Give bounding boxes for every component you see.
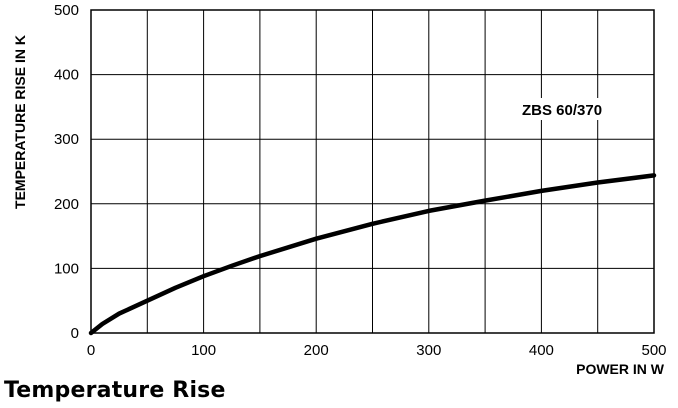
x-tick-labels: 0 100 200 300 400 500 xyxy=(87,342,667,359)
y-tick-labels: 0 100 200 300 400 500 xyxy=(54,2,79,342)
y-tick-label: 0 xyxy=(71,325,79,342)
temperature-rise-chart: 0 100 200 300 400 500 0 100 200 300 400 500 ZBS 60… xyxy=(12,2,667,377)
series-line xyxy=(88,173,657,336)
y-tick-label: 500 xyxy=(54,2,79,19)
x-tick-label: 100 xyxy=(191,342,216,359)
x-tick-label: 200 xyxy=(304,342,329,359)
y-tick-label: 400 xyxy=(54,67,79,84)
x-tick-label: 300 xyxy=(416,342,441,359)
series-label-background xyxy=(516,98,628,120)
y-tick-label: 100 xyxy=(54,260,79,277)
series-label: ZBS 60/370 xyxy=(522,102,602,119)
x-tick-label: 500 xyxy=(641,342,666,359)
y-tick-label: 300 xyxy=(54,131,79,148)
x-tick-label: 0 xyxy=(87,342,95,359)
y-axis-title: TEMPERATURE RISE IN K xyxy=(12,35,28,209)
x-tick-label: 400 xyxy=(529,342,554,359)
y-tick-label: 200 xyxy=(54,196,79,213)
chart-grid xyxy=(90,9,655,334)
chart-caption: Temperature Rise xyxy=(4,378,226,403)
plot-frame xyxy=(90,9,655,334)
x-axis-title: POWER IN W xyxy=(576,361,665,377)
